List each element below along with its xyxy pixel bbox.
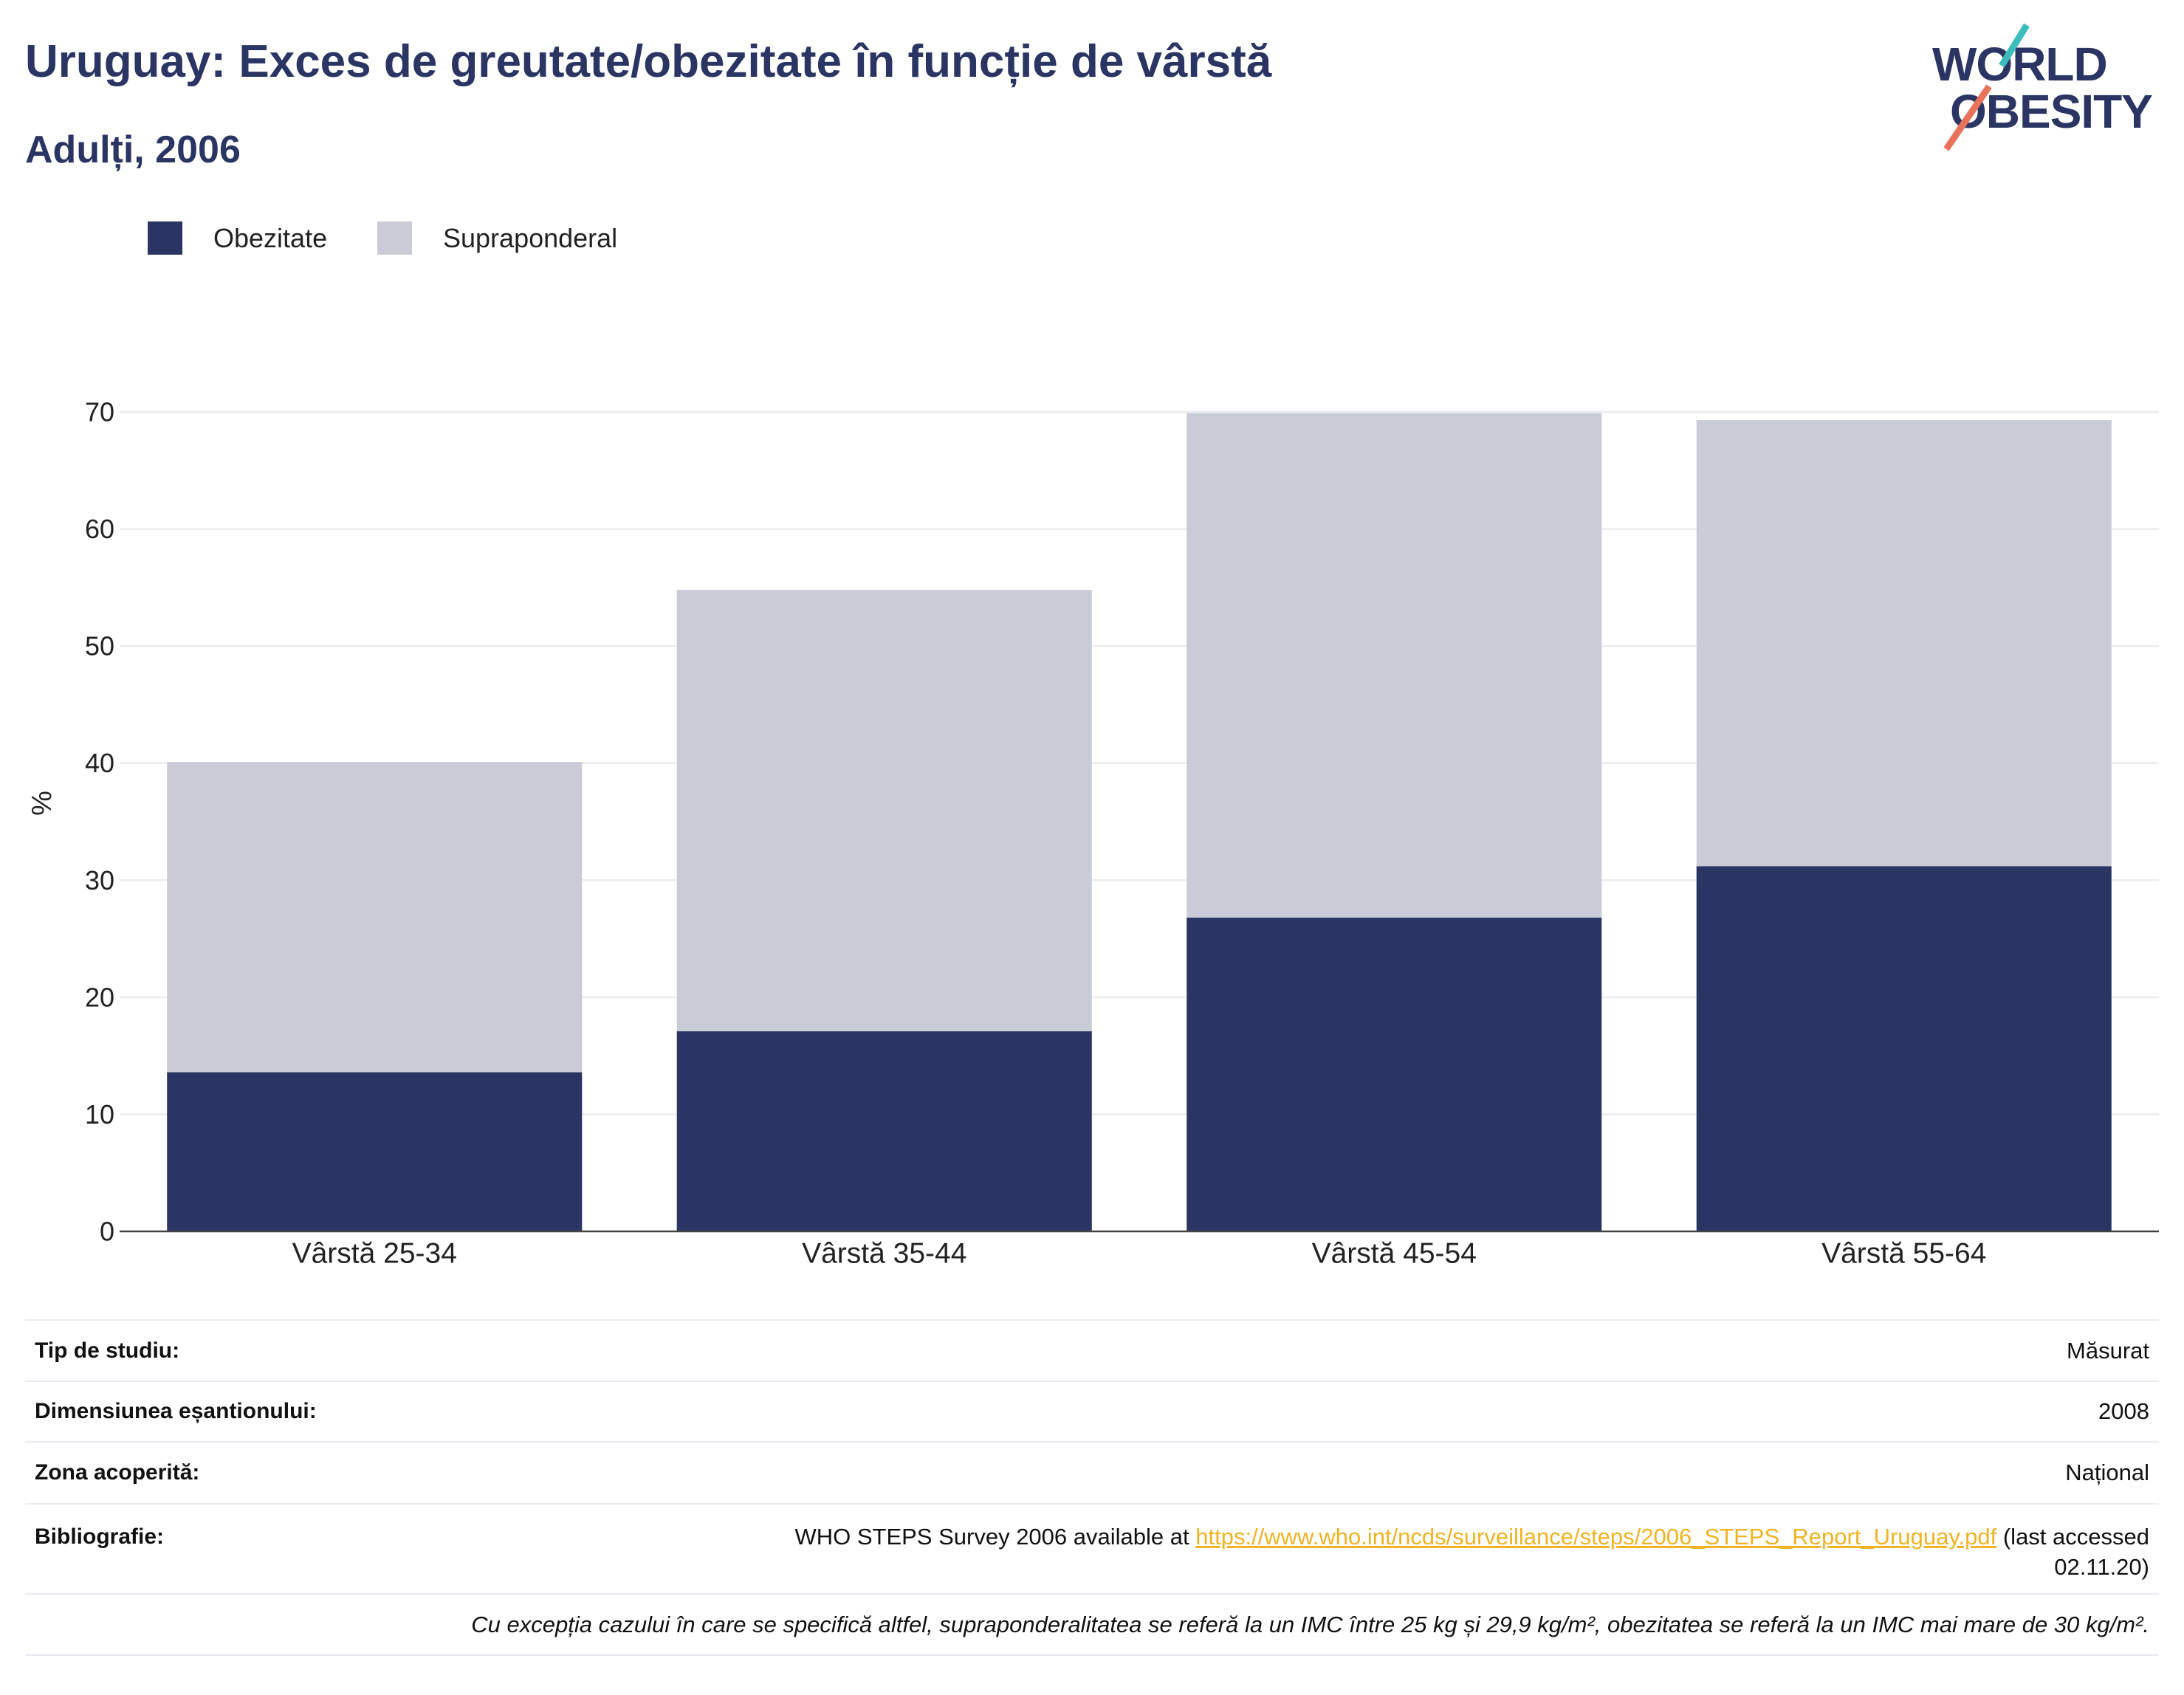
info-row-bibliography: Bibliografie: WHO STEPS Survey 2006 avai… <box>25 1505 2159 1595</box>
legend-swatch-obezitate <box>148 221 182 255</box>
chart-subtitle: Adulți, 2006 <box>25 128 241 171</box>
bar-obezitate-varsta-35-44 <box>676 1031 1092 1231</box>
y-tick-label: 40 <box>85 748 114 778</box>
y-tick-label: 30 <box>85 865 114 895</box>
info-value-study-type: Măsurat <box>2067 1337 2149 1364</box>
x-category-label: Vârstă 55-64 <box>1821 1238 1986 1270</box>
y-tick-label: 70 <box>85 397 114 427</box>
info-label-sample-size: Dimensiunea eșantionului: <box>35 1399 317 1423</box>
study-info-table: Tip de studiu: Măsurat Dimensiunea eșant… <box>25 1319 2159 1656</box>
info-row-study-type: Tip de studiu: Măsurat <box>25 1321 2159 1382</box>
y-tick-label: 10 <box>85 1099 114 1130</box>
bar-supraponderal-varsta-55-64 <box>1696 420 2112 867</box>
info-row-sample-size: Dimensiunea eșantionului: 2008 <box>25 1382 2159 1443</box>
y-tick-label: 20 <box>85 982 114 1012</box>
bar-supraponderal-varsta-25-34 <box>167 762 583 1073</box>
info-value-sample-size: 2008 <box>2098 1398 2149 1424</box>
logo-slash-top <box>1999 23 2030 68</box>
info-label-coverage-area: Zona acoperită: <box>35 1460 200 1485</box>
legend-label-obezitate: Obezitate <box>213 222 328 253</box>
bibliography-suffix: (last accessed <box>2002 1524 2149 1550</box>
y-tick-label: 0 <box>100 1217 114 1247</box>
logo-slash-icon <box>1943 23 2030 151</box>
bar-obezitate-varsta-55-64 <box>1696 866 2112 1231</box>
y-tick-label: 60 <box>85 514 114 544</box>
legend-item-obezitate: Obezitate <box>148 221 327 255</box>
bar-supraponderal-varsta-45-54 <box>1187 413 1602 918</box>
logo-world-text: WORLD <box>1932 38 2108 91</box>
bar-obezitate-varsta-45-54 <box>1187 918 1602 1231</box>
info-label-study-type: Tip de studiu: <box>35 1338 180 1363</box>
bar-obezitate-varsta-25-34 <box>167 1072 583 1231</box>
x-category-label: Vârstă 45-54 <box>1312 1238 1477 1270</box>
info-label-bibliography: Bibliografie: <box>35 1524 165 1549</box>
info-row-footnote: Cu excepția cazului în care se specifică… <box>25 1595 2159 1656</box>
logo-slash-bottom <box>1943 84 1992 151</box>
bibliography-prefix: WHO STEPS Survey 2006 available at <box>794 1524 1189 1550</box>
legend-item-supraponderal: Supraponderal <box>377 221 617 255</box>
bibliography-line-1: WHO STEPS Survey 2006 available at https… <box>794 1522 2149 1552</box>
bibliography-link[interactable]: https://www.who.int/ncds/surveillance/st… <box>1195 1524 1997 1550</box>
x-category-label: Vârstă 35-44 <box>802 1238 966 1270</box>
bibliography-line-2: 02.11.20) <box>2054 1554 2149 1580</box>
info-value-coverage-area: Național <box>2065 1460 2149 1485</box>
bar-supraponderal-varsta-35-44 <box>676 590 1092 1031</box>
info-row-coverage-area: Zona acoperită: Național <box>25 1443 2159 1505</box>
x-category-label: Vârstă 25-34 <box>292 1238 457 1270</box>
y-tick-label: 50 <box>85 631 114 661</box>
info-value-bibliography: WHO STEPS Survey 2006 available at https… <box>794 1522 2149 1582</box>
stacked-bar-chart: 0 10 20 30 40 50 60 70 Vârstă 25-34 Vârstă 35-44 V… <box>27 397 2159 1270</box>
legend-swatch-supraponderal <box>377 221 412 255</box>
y-axis-label: % <box>27 791 58 816</box>
footnote: Cu excepția cazului în care se specifică… <box>471 1611 2149 1637</box>
legend-label-supraponderal: Supraponderal <box>443 222 618 253</box>
chart-title: Uruguay: Exces de greutate/obezitate în … <box>25 36 1272 87</box>
